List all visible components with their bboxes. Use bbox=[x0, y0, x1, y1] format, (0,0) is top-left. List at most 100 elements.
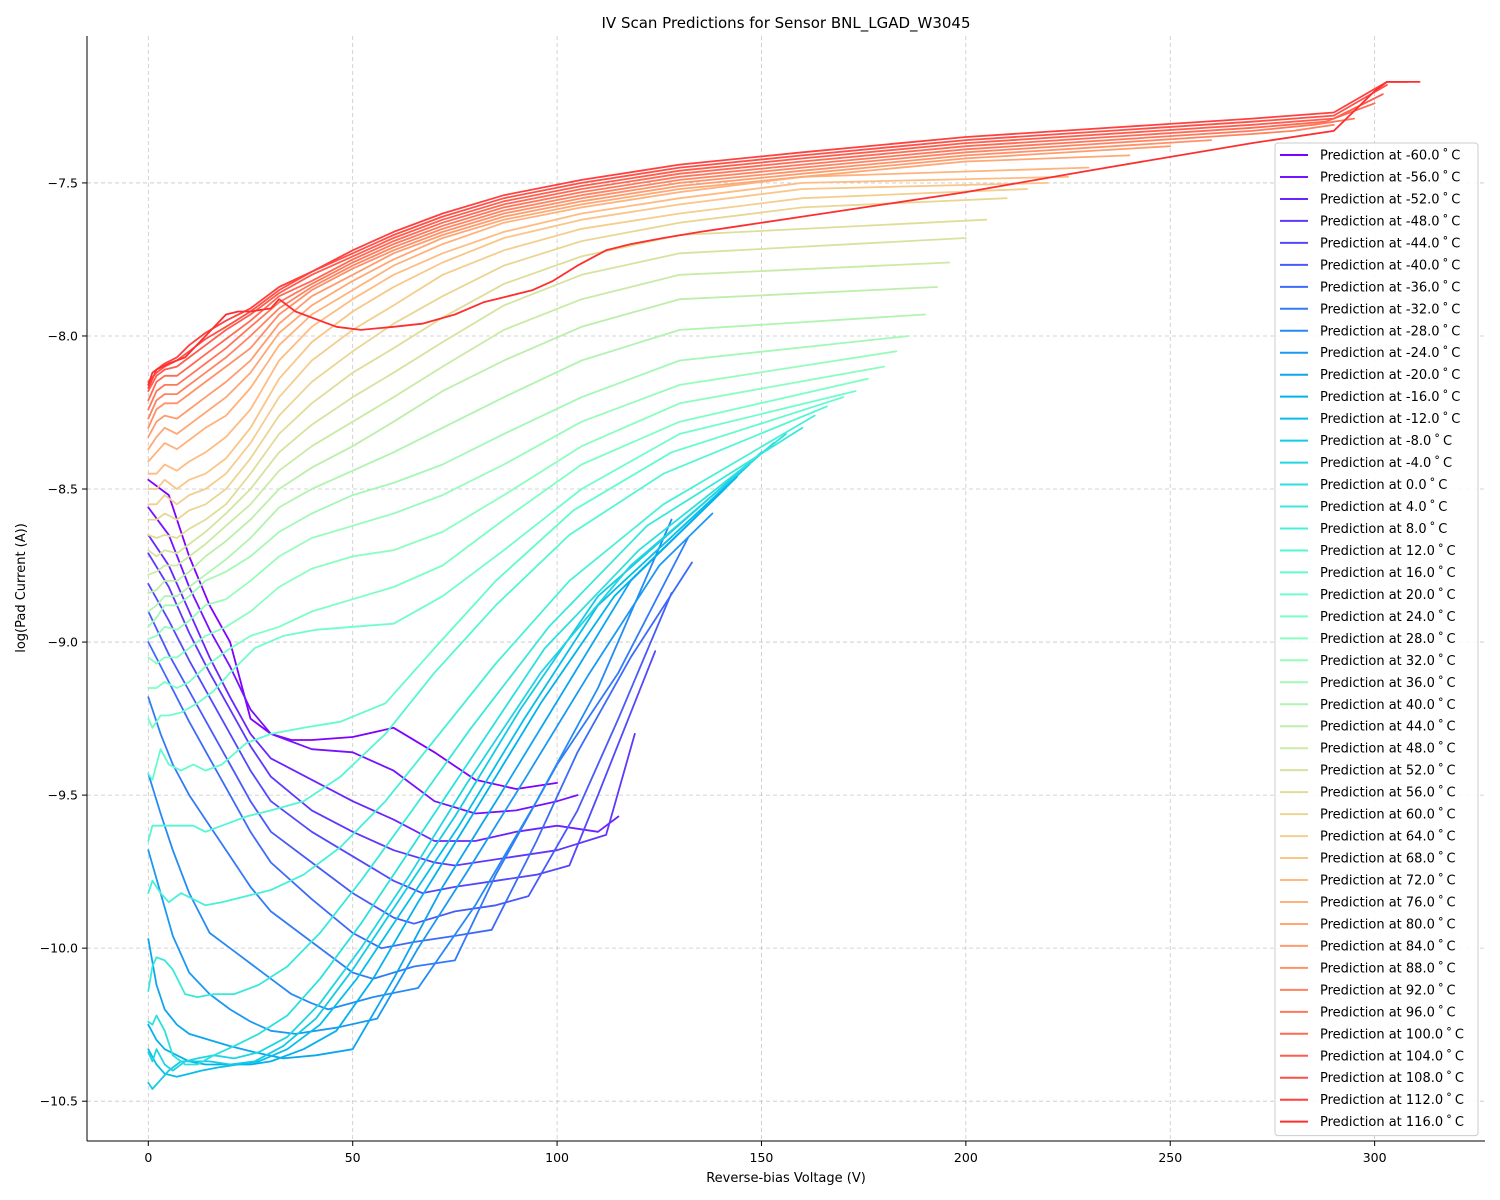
series-line-27 bbox=[147, 261, 951, 576]
y-tick-label: −8.5 bbox=[48, 482, 78, 497]
y-tick-label: −9.5 bbox=[48, 788, 78, 803]
tick-labels: 0 50 100 150 200 250 300 −10.5 −10.0 −9.5 −9.0 −8.5… bbox=[40, 175, 1387, 1165]
series-line-23 bbox=[147, 350, 898, 640]
legend-label: Prediction at 28.0 ˚ C bbox=[1320, 631, 1456, 647]
series-line-12 bbox=[147, 463, 751, 1078]
series-lines bbox=[147, 81, 1421, 1090]
legend-label: Prediction at 4.0 ˚ C bbox=[1320, 499, 1447, 515]
legend-label: Prediction at -52.0 ˚ C bbox=[1320, 191, 1460, 207]
legend-label: Prediction at -28.0 ˚ C bbox=[1320, 323, 1460, 339]
chart-title: IV Scan Predictions for Sensor BNL_LGAD_… bbox=[601, 14, 970, 33]
series-line-17 bbox=[147, 414, 816, 907]
series-line-2 bbox=[147, 534, 620, 842]
legend-label: Prediction at -56.0 ˚ C bbox=[1320, 169, 1460, 185]
x-tick-label: 200 bbox=[954, 1150, 978, 1165]
x-tick-label: 250 bbox=[1158, 1150, 1182, 1165]
legend-label: Prediction at 12.0 ˚ C bbox=[1320, 543, 1456, 559]
legend-label: Prediction at 64.0 ˚ C bbox=[1320, 829, 1456, 845]
legend-label: Prediction at -44.0 ˚ C bbox=[1320, 235, 1460, 251]
legend-label: Prediction at 16.0 ˚ C bbox=[1320, 565, 1456, 581]
series-line-40 bbox=[147, 102, 1376, 402]
legend-label: Prediction at 56.0 ˚ C bbox=[1320, 785, 1456, 801]
series-line-22 bbox=[147, 365, 885, 665]
series-line-14 bbox=[147, 442, 775, 1072]
series-line-10 bbox=[147, 488, 726, 1060]
series-line-18 bbox=[147, 405, 828, 842]
x-tick-label: 0 bbox=[144, 1150, 152, 1165]
legend-label: Prediction at -4.0 ˚ C bbox=[1320, 455, 1452, 471]
legend-label: Prediction at 36.0 ˚ C bbox=[1320, 675, 1456, 691]
series-line-31 bbox=[147, 188, 1029, 506]
x-tick-label: 300 bbox=[1363, 1150, 1387, 1165]
series-line-16 bbox=[147, 426, 804, 998]
legend-label: Prediction at -20.0 ˚ C bbox=[1320, 367, 1460, 383]
legend-label: Prediction at 88.0 ˚ C bbox=[1320, 960, 1456, 976]
series-line-39 bbox=[147, 117, 1356, 411]
legend: Prediction at -60.0 ˚ C Prediction at -56… bbox=[1274, 142, 1479, 1137]
x-tick-label: 100 bbox=[545, 1150, 569, 1165]
series-line-20 bbox=[147, 390, 857, 729]
series-line-6 bbox=[147, 561, 693, 950]
legend-label: Prediction at -48.0 ˚ C bbox=[1320, 213, 1460, 229]
series-line-37 bbox=[147, 139, 1212, 429]
legend-label: Prediction at 84.0 ˚ C bbox=[1320, 938, 1456, 954]
series-line-44 bbox=[147, 81, 1421, 386]
series-line-42 bbox=[147, 84, 1388, 383]
series-line-9 bbox=[147, 512, 714, 1035]
series-line-30 bbox=[147, 197, 1008, 521]
y-tick-label: −9.0 bbox=[48, 635, 78, 650]
legend-label: Prediction at 0.0 ˚ C bbox=[1320, 477, 1447, 493]
series-line-4 bbox=[147, 583, 657, 894]
series-line-41 bbox=[147, 93, 1384, 393]
series-line-15 bbox=[147, 432, 787, 1066]
series-line-13 bbox=[147, 451, 763, 1090]
legend-label: Prediction at 44.0 ˚ C bbox=[1320, 719, 1456, 735]
y-tick-label: −10.5 bbox=[40, 1094, 78, 1109]
x-tick-label: 150 bbox=[750, 1150, 774, 1165]
legend-label: Prediction at 52.0 ˚ C bbox=[1320, 763, 1456, 779]
series-line-38 bbox=[147, 123, 1335, 420]
legend-label: Prediction at 104.0 ˚ C bbox=[1320, 1048, 1464, 1064]
series-line-5 bbox=[147, 592, 673, 925]
series-line-33 bbox=[147, 175, 1069, 475]
legend-label: Prediction at -32.0 ˚ C bbox=[1320, 301, 1460, 317]
legend-label: Prediction at 72.0 ˚ C bbox=[1320, 873, 1456, 889]
x-tick-label: 50 bbox=[345, 1150, 361, 1165]
legend-label: Prediction at 32.0 ˚ C bbox=[1320, 653, 1456, 669]
legend-label: Prediction at 20.0 ˚ C bbox=[1320, 587, 1456, 603]
x-axis-title: Reverse-bias Voltage (V) bbox=[706, 1171, 866, 1186]
legend-label: Prediction at 24.0 ˚ C bbox=[1320, 609, 1456, 625]
y-tick-label: −7.5 bbox=[48, 175, 78, 190]
legend-box bbox=[1274, 142, 1479, 1137]
legend-label: Prediction at -36.0 ˚ C bbox=[1320, 279, 1460, 295]
legend-label: Prediction at 112.0 ˚ C bbox=[1320, 1092, 1464, 1108]
legend-label: Prediction at -24.0 ˚ C bbox=[1320, 345, 1460, 361]
series-line-43 bbox=[147, 81, 1409, 389]
legend-label: Prediction at 96.0 ˚ C bbox=[1320, 1004, 1456, 1020]
series-line-25 bbox=[147, 313, 926, 613]
legend-label: Prediction at 100.0 ˚ C bbox=[1320, 1026, 1464, 1042]
series-line-26 bbox=[147, 286, 939, 594]
legend-label: Prediction at 76.0 ˚ C bbox=[1320, 894, 1456, 910]
series-line-29 bbox=[147, 218, 988, 539]
legend-label: Prediction at -40.0 ˚ C bbox=[1320, 257, 1460, 273]
legend-label: Prediction at 60.0 ˚ C bbox=[1320, 807, 1456, 823]
series-line-0 bbox=[147, 478, 558, 790]
legend-label: Prediction at -60.0 ˚ C bbox=[1320, 148, 1460, 164]
series-line-35 bbox=[147, 154, 1131, 451]
legend-label: Prediction at 48.0 ˚ C bbox=[1320, 741, 1456, 757]
y-tick-label: −10.0 bbox=[40, 941, 78, 956]
legend-label: Prediction at -16.0 ˚ C bbox=[1320, 389, 1460, 405]
series-line-28 bbox=[147, 237, 967, 558]
legend-label: Prediction at 116.0 ˚ C bbox=[1320, 1114, 1464, 1130]
legend-label: Prediction at 80.0 ˚ C bbox=[1320, 916, 1456, 932]
series-line-32 bbox=[147, 181, 1049, 490]
series-line-21 bbox=[147, 377, 869, 689]
y-axis-title: log(Pad Current (A)) bbox=[14, 523, 29, 653]
legend-label: Prediction at 68.0 ˚ C bbox=[1320, 851, 1456, 867]
series-line-24 bbox=[147, 335, 910, 628]
series-line-19 bbox=[147, 396, 845, 781]
series-line-36 bbox=[147, 145, 1172, 438]
